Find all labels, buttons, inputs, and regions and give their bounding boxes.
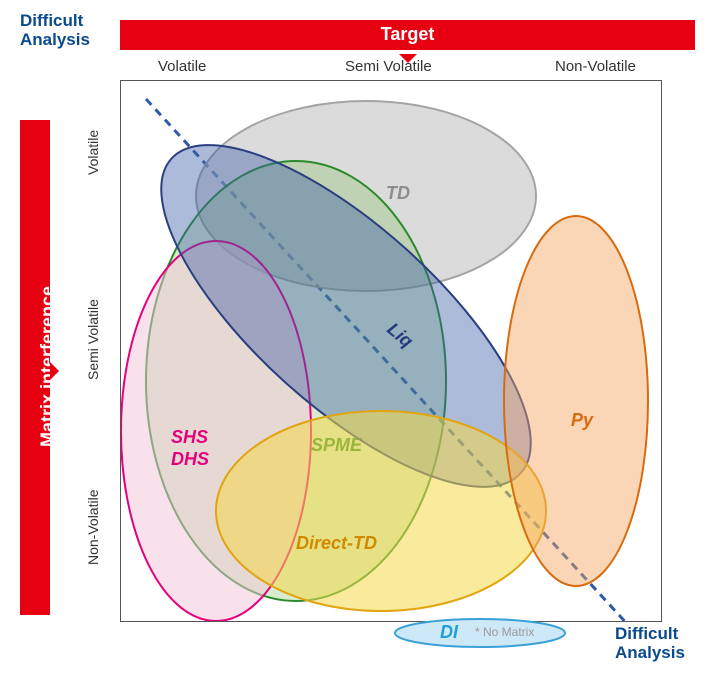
- difficult2-line1: Difficult: [615, 624, 678, 643]
- difficult-analysis-label-bottomright: Difficult Analysis: [615, 625, 685, 662]
- difficult2-line2: Analysis: [615, 643, 685, 662]
- outside-svg: DI * No Matrix: [0, 0, 714, 684]
- region-label-DI: DI: [440, 622, 459, 642]
- figure-root: Difficult Analysis Target VolatileSemi V…: [0, 0, 714, 684]
- region-note-DI: * No Matrix: [475, 625, 534, 639]
